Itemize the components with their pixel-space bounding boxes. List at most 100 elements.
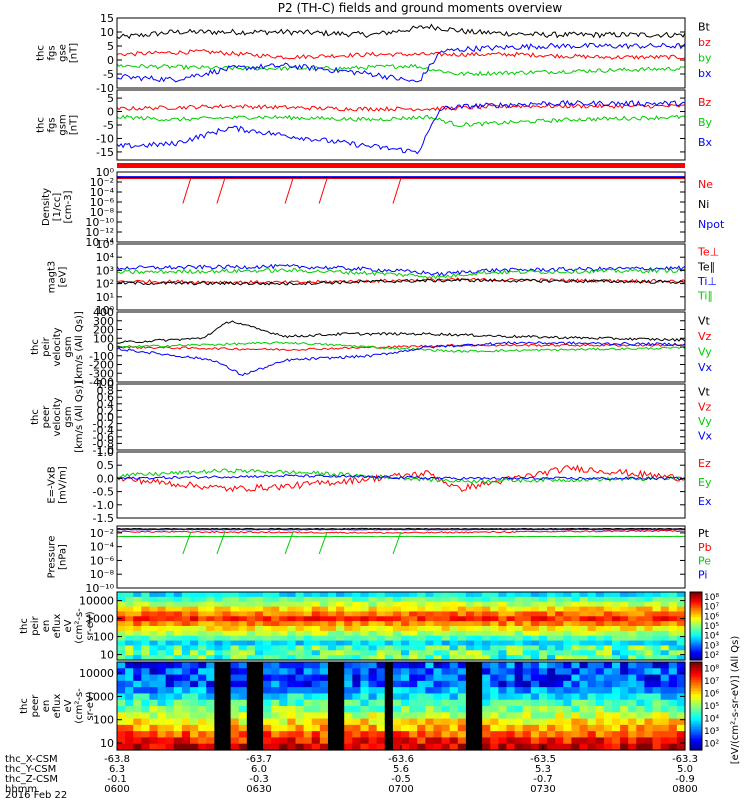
spectrogram-cell: [466, 645, 475, 650]
spectrogram-cell: [417, 616, 426, 621]
spectrogram-cell: [523, 706, 532, 713]
spectrogram-cell: [498, 607, 507, 612]
spectrogram-cell: [166, 607, 175, 612]
spectrogram-cell: [369, 645, 378, 650]
spectrogram-cell: [360, 621, 369, 626]
spectrogram-cell: [255, 687, 264, 694]
spectrogram-cell: [417, 631, 426, 636]
spectrogram-cell: [482, 700, 491, 707]
spectrogram-cell: [198, 602, 207, 607]
spectrogram-cell: [344, 650, 353, 655]
spectrogram-cell: [158, 631, 167, 636]
spectrogram-cell: [653, 641, 662, 646]
spectrogram-cell: [360, 687, 369, 694]
spectrogram-cell: [287, 645, 296, 650]
spectrogram-cell: [360, 631, 369, 636]
spectrogram-cell: [506, 693, 515, 700]
spectrogram-cell: [304, 636, 313, 641]
spectrogram-cell: [296, 737, 305, 744]
spectrogram-cell: [369, 616, 378, 621]
spectrogram-cell: [279, 616, 288, 621]
spectrogram-cell: [506, 621, 515, 626]
series-line-Bz: [117, 104, 685, 111]
spectrogram-cell: [247, 597, 256, 602]
spectrogram-cell: [149, 592, 158, 597]
spectrogram-cell: [328, 650, 337, 655]
spectrogram-cell: [369, 706, 378, 713]
spectrogram-cell: [385, 650, 394, 655]
spectrogram-cell: [677, 687, 686, 694]
spectrogram-cell: [506, 626, 515, 631]
spectrogram-cell: [442, 725, 451, 732]
spectrogram-cell: [409, 693, 418, 700]
spectrogram-cell: [604, 636, 613, 641]
spectrogram-cell: [174, 611, 183, 616]
spectrogram-cell: [571, 645, 580, 650]
spectrogram-cell: [141, 626, 150, 631]
spectrogram-cell: [336, 725, 345, 732]
spectrogram-cell: [580, 616, 589, 621]
panel-peir_velocity: 4003002001000-100-200-300-400thcpeirvelo…: [30, 306, 713, 389]
spectrogram-cell: [133, 602, 142, 607]
spectrogram-cell: [539, 693, 548, 700]
spectrogram-cell: [661, 693, 670, 700]
spectrogram-cell: [636, 731, 645, 738]
y-tick-label: 10²: [96, 278, 114, 291]
spectrogram-cell: [287, 687, 296, 694]
spectrogram-cell: [352, 687, 361, 694]
spectrogram-cell: [588, 607, 597, 612]
spectrogram-cell: [182, 636, 191, 641]
spectrogram-cell: [206, 636, 215, 641]
spectrogram-cell: [320, 725, 329, 732]
spectrogram-cell: [442, 706, 451, 713]
spectrogram-cell: [222, 731, 231, 738]
spectrogram-cell: [409, 706, 418, 713]
spectrogram-cell: [377, 650, 386, 655]
spectrogram-cell: [669, 693, 678, 700]
spectrogram-cell: [174, 631, 183, 636]
spectrogram-cell: [653, 731, 662, 738]
spectrogram-cell: [149, 662, 158, 669]
spectrogram-cell: [628, 592, 637, 597]
spectrogram-cell: [117, 681, 126, 688]
spectrogram-cell: [393, 631, 402, 636]
spectrogram-cell: [506, 607, 515, 612]
spectrogram-cell: [239, 616, 248, 621]
spectrogram-cell: [296, 687, 305, 694]
spectrogram-cell: [125, 675, 134, 682]
spectrogram-cell: [385, 712, 394, 719]
spectrogram-cell: [644, 668, 653, 675]
spectrogram-cell: [433, 592, 442, 597]
spectrogram-cell: [547, 725, 556, 732]
spectrogram-cell: [369, 687, 378, 694]
spectrogram-cell: [141, 712, 150, 719]
spectrogram-cell: [433, 597, 442, 602]
spectrogram-cell: [580, 700, 589, 707]
spectrogram-cell: [271, 621, 280, 626]
spectrogram-cell: [653, 712, 662, 719]
colorbar-tick-label: 10⁷: [704, 603, 719, 613]
y-axis-label: E=-VxB[mV/m]: [47, 466, 69, 504]
spectrogram-cell: [490, 675, 499, 682]
spectrogram-cell: [255, 645, 264, 650]
spectrogram-cell: [620, 636, 629, 641]
spectrogram-cell: [125, 681, 134, 688]
spectrogram-cell: [539, 621, 548, 626]
spectrogram-cell: [588, 700, 597, 707]
spectrogram-cell: [222, 597, 231, 602]
spectrogram-cell: [255, 611, 264, 616]
spectrogram-cell: [133, 611, 142, 616]
spectrogram-cell: [231, 611, 240, 616]
spectrogram-cell: [198, 693, 207, 700]
spectrogram-cell: [401, 731, 410, 738]
spectrogram-cell: [482, 731, 491, 738]
spectrogram-cell: [580, 631, 589, 636]
panel-peer_velocity: 1.00.80.60.40.20.0-0.2-0.4-0.6-0.8-1.0th…: [30, 378, 713, 457]
spectrogram-cell: [482, 641, 491, 646]
spectrogram-cell: [442, 712, 451, 719]
spectrogram-cell: [360, 597, 369, 602]
spectrogram-cell: [279, 706, 288, 713]
spectrogram-cell: [628, 626, 637, 631]
spectrogram-cell: [425, 597, 434, 602]
